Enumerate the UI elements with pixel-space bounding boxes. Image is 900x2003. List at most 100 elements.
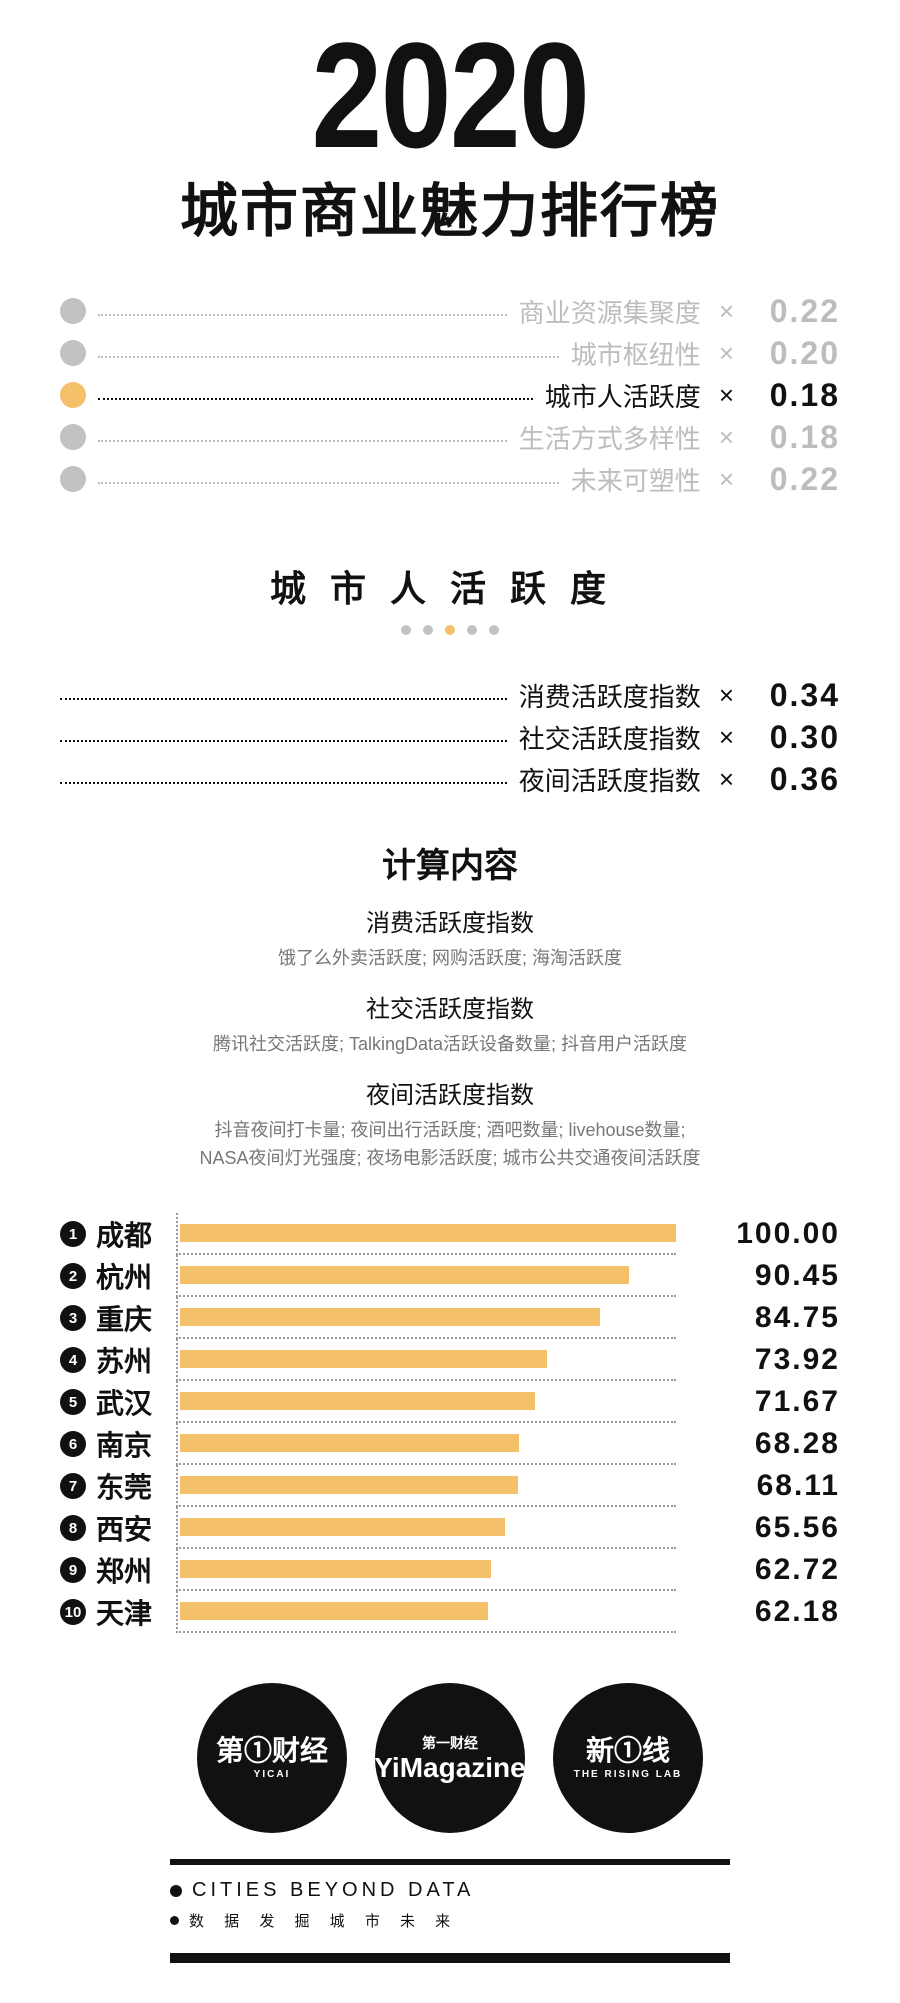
sub-index-weight: 0.30 bbox=[750, 719, 840, 756]
index-label: 城市人活跃度 bbox=[545, 377, 701, 414]
rank-badge: 6 bbox=[60, 1431, 86, 1457]
dotted-leader bbox=[98, 482, 559, 484]
bar-fill bbox=[180, 1266, 629, 1284]
chart-row: 1成都100.00 bbox=[60, 1213, 840, 1255]
score-value: 73.92 bbox=[690, 1343, 840, 1377]
pager-dot-icon bbox=[423, 625, 433, 635]
bar-track bbox=[176, 1213, 676, 1255]
calc-block: 计算内容 消费活跃度指数饿了么外卖活跃度; 网购活跃度; 海淘活跃度社交活跃度指… bbox=[60, 838, 840, 1173]
bullet-icon bbox=[170, 1885, 182, 1897]
footer-tagline-en-text: CITIES BEYOND DATA bbox=[192, 1879, 474, 1902]
bar-fill bbox=[180, 1602, 488, 1620]
rank-badge: 7 bbox=[60, 1473, 86, 1499]
city-name: 郑州 bbox=[96, 1550, 176, 1590]
index-bullet-icon bbox=[60, 298, 86, 324]
city-name: 天津 bbox=[96, 1592, 176, 1632]
chart-row: 8西安65.56 bbox=[60, 1507, 840, 1549]
index-bullet-icon bbox=[60, 340, 86, 366]
index-bullet-icon bbox=[60, 466, 86, 492]
bar-fill bbox=[180, 1350, 547, 1368]
chart-row: 9 郑州 62.72 bbox=[60, 1549, 840, 1591]
calc-group-desc: 抖音夜间打卡量; 夜间出行活跃度; 酒吧数量; livehouse数量;NASA… bbox=[60, 1116, 840, 1174]
bar-track bbox=[176, 1255, 676, 1297]
bar-fill bbox=[180, 1392, 535, 1410]
calc-group-desc: 饿了么外卖活跃度; 网购活跃度; 海淘活跃度 bbox=[60, 944, 840, 973]
bar-track bbox=[176, 1507, 676, 1549]
rank-badge: 3 bbox=[60, 1305, 86, 1331]
index-label: 城市枢纽性 bbox=[571, 335, 701, 372]
chart-row: 7 东莞 68.11 bbox=[60, 1465, 840, 1507]
bar-fill bbox=[180, 1434, 519, 1452]
score-value: 62.18 bbox=[690, 1595, 840, 1629]
rank-badge: 1 bbox=[60, 1221, 86, 1247]
brand-logo: 第一财经YiMagazine bbox=[375, 1683, 525, 1833]
section-title: 城市人活跃度 bbox=[60, 560, 840, 612]
index-bullet-icon bbox=[60, 424, 86, 450]
index-label: 未来可塑性 bbox=[571, 461, 701, 498]
chart-row: 2杭州90.45 bbox=[60, 1255, 840, 1297]
bar-track bbox=[176, 1591, 676, 1633]
calc-group-head: 社交活跃度指数 bbox=[60, 989, 840, 1024]
top-index-row: 城市枢纽性×0.20 bbox=[60, 332, 840, 374]
dotted-leader bbox=[60, 740, 507, 742]
chart-row: 4苏州73.92 bbox=[60, 1339, 840, 1381]
brand-logo: 第①财经YICAI bbox=[197, 1683, 347, 1833]
score-value: 65.56 bbox=[690, 1511, 840, 1545]
bar-track bbox=[176, 1423, 676, 1465]
footer-rule-top bbox=[170, 1859, 730, 1865]
city-name: 重庆 bbox=[96, 1298, 176, 1338]
top-index-row: 城市人活跃度 × 0.18 bbox=[60, 374, 840, 416]
footer-tagline-cn-text: 数 据 发 掘 城 市 未 来 bbox=[189, 1910, 458, 1931]
logo-text: 新①线 bbox=[586, 1736, 670, 1767]
footer: CITIES BEYOND DATA 数 据 发 掘 城 市 未 来 bbox=[170, 1859, 730, 1963]
brand-logo: 新①线THE RISING LAB bbox=[553, 1683, 703, 1833]
section-header: 城市人活跃度 bbox=[60, 560, 840, 640]
index-weight: 0.18 bbox=[750, 377, 840, 414]
top-index-row: 商业资源集聚度×0.22 bbox=[60, 290, 840, 332]
bar-track bbox=[176, 1549, 676, 1591]
score-value: 100.00 bbox=[690, 1217, 840, 1251]
bar-fill bbox=[180, 1308, 600, 1326]
dotted-leader bbox=[60, 782, 507, 784]
score-value: 68.11 bbox=[690, 1469, 840, 1503]
rank-badge: 10 bbox=[60, 1599, 86, 1625]
sub-index-row: 夜间活跃度指数×0.36 bbox=[60, 758, 840, 800]
bar-track bbox=[176, 1465, 676, 1507]
chart-row: 3重庆84.75 bbox=[60, 1297, 840, 1339]
bar-fill bbox=[180, 1518, 505, 1536]
sub-index-label: 消费活跃度指数 bbox=[519, 677, 701, 714]
dotted-leader bbox=[98, 314, 507, 316]
rank-badge: 5 bbox=[60, 1389, 86, 1415]
calc-group-head: 消费活跃度指数 bbox=[60, 903, 840, 938]
index-weight: 0.22 bbox=[750, 461, 840, 498]
dotted-leader bbox=[98, 440, 507, 442]
city-name: 苏州 bbox=[96, 1340, 176, 1380]
calc-title: 计算内容 bbox=[60, 838, 840, 887]
multiply-icon: × bbox=[719, 380, 734, 411]
city-name: 东莞 bbox=[96, 1466, 176, 1506]
bar-track bbox=[176, 1339, 676, 1381]
score-value: 62.72 bbox=[690, 1553, 840, 1587]
multiply-icon: × bbox=[719, 338, 734, 369]
logo-text: 第一财经 bbox=[422, 1733, 478, 1753]
sub-index-list: 消费活跃度指数 × 0.34社交活跃度指数 × 0.30夜间活跃度指数×0.36 bbox=[60, 674, 840, 800]
pager-dot-icon bbox=[401, 625, 411, 635]
score-value: 71.67 bbox=[690, 1385, 840, 1419]
sub-index-row: 社交活跃度指数 × 0.30 bbox=[60, 716, 840, 758]
rank-badge: 9 bbox=[60, 1557, 86, 1583]
top-index-list: 商业资源集聚度×0.22城市枢纽性×0.20城市人活跃度×0.18生活方式多样性… bbox=[60, 290, 840, 500]
dotted-leader bbox=[98, 398, 533, 400]
city-name: 武汉 bbox=[96, 1382, 176, 1422]
bar-fill bbox=[180, 1224, 676, 1242]
pager-dot-icon bbox=[489, 625, 499, 635]
multiply-icon: × bbox=[719, 422, 734, 453]
sub-index-weight: 0.36 bbox=[750, 761, 840, 798]
header: 2020 城市商业魅力排行榜 bbox=[60, 20, 840, 248]
bar-fill bbox=[180, 1476, 518, 1494]
logo-text: YiMagazine bbox=[374, 1753, 525, 1784]
sub-index-weight: 0.34 bbox=[750, 677, 840, 714]
chart-row: 5 武汉 71.67 bbox=[60, 1381, 840, 1423]
rank-badge: 8 bbox=[60, 1515, 86, 1541]
multiply-icon: × bbox=[719, 722, 734, 753]
sub-index-label: 社交活跃度指数 bbox=[519, 719, 701, 756]
